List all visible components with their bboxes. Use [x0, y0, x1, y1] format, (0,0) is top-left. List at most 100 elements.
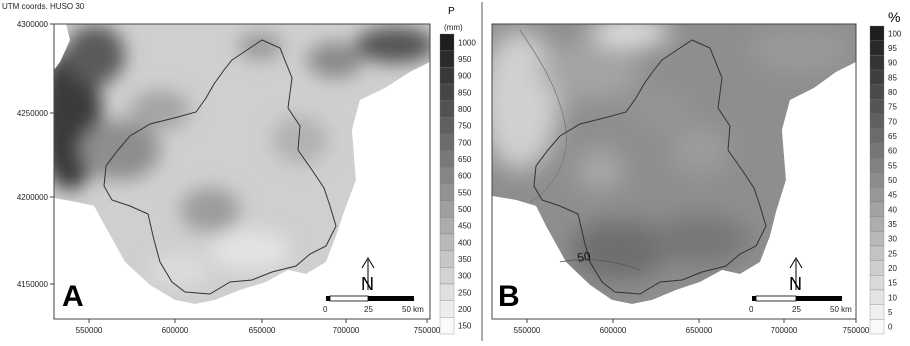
- panel-a: A N 0 25 50 km 550000 600000 650000 700000 7…: [17, 6, 477, 335]
- legend-label: 150: [458, 322, 472, 331]
- coord-note: UTM coords. HUSO 30: [2, 2, 85, 11]
- y-tick-label: 4150000: [17, 280, 49, 289]
- legend-swatch: [869, 260, 885, 276]
- legend-swatch: [439, 233, 455, 251]
- legend-swatch: [869, 201, 885, 217]
- legend-label: 80: [888, 88, 897, 97]
- legend-label: 35: [888, 220, 897, 229]
- legend-label: 50: [888, 176, 897, 185]
- legend-swatch: [439, 100, 455, 118]
- legend-swatch: [869, 289, 885, 305]
- legend-swatch: [869, 275, 885, 291]
- legend-label: 350: [458, 255, 472, 264]
- legend-swatch: [439, 150, 455, 168]
- legend-label: 450: [458, 222, 472, 231]
- legend-label: 10: [888, 293, 897, 302]
- legend-swatch: [869, 25, 885, 41]
- legend-swatch: [439, 250, 455, 268]
- legend-label: 70: [888, 117, 897, 126]
- legend-swatch: [439, 300, 455, 318]
- scale-label-a-25: 25: [364, 305, 373, 314]
- legend-a: P (mm) 1000 950 900 850 800 750 700 650 600 550 50…: [439, 6, 476, 335]
- legend-label: 0: [888, 323, 893, 332]
- x-axis-a: 550000 600000 650000 700000 750000: [76, 319, 441, 335]
- legend-label: 60: [888, 147, 897, 156]
- panel-letter-b: B: [498, 280, 520, 313]
- legend-swatch: [439, 50, 455, 68]
- legend-label: 200: [458, 305, 472, 314]
- legend-label: 700: [458, 138, 472, 147]
- legend-label: 750: [458, 122, 472, 131]
- panel-letter-a: A: [62, 280, 84, 313]
- legend-label: 75: [888, 103, 897, 112]
- y-tick-label: 4300000: [17, 20, 49, 29]
- legend-swatch: [439, 267, 455, 285]
- legend-swatch: [439, 183, 455, 201]
- y-tick-label: 4200000: [17, 193, 49, 202]
- scale-label-b-50: 50 km: [830, 305, 852, 314]
- legend-label: 30: [888, 235, 897, 244]
- legend-label: 650: [458, 155, 472, 164]
- legend-swatch: [869, 84, 885, 100]
- scale-label-b-0: 0: [749, 305, 754, 314]
- legend-label: 500: [458, 205, 472, 214]
- legend-label: 85: [888, 73, 897, 82]
- legend-swatch: [869, 319, 885, 335]
- legend-swatch: [439, 217, 455, 235]
- legend-swatch: [869, 172, 885, 188]
- legend-a-unit-top: P: [448, 6, 455, 17]
- legend-swatch: [869, 216, 885, 232]
- map-frame-a: [53, 23, 431, 320]
- legend-label: 15: [888, 279, 897, 288]
- legend-swatch: [869, 304, 885, 320]
- y-tick-label: 4250000: [17, 109, 49, 118]
- legend-swatch: [869, 143, 885, 159]
- legend-label: 900: [458, 72, 472, 81]
- legend-label: 100: [888, 29, 902, 38]
- scale-label-a-50: 50 km: [402, 305, 424, 314]
- legend-swatch: [439, 167, 455, 185]
- legend-b: % 10095908580757065605550454035302520151…: [869, 9, 902, 335]
- legend-swatch: [439, 200, 455, 218]
- map-frame-b: [491, 23, 857, 320]
- legend-label: 300: [458, 272, 472, 281]
- north-label-b: N: [789, 274, 802, 294]
- x-tick-label: 600000: [600, 326, 627, 335]
- north-arrow-b: N: [789, 257, 803, 294]
- panel-b: 50 B N 0 25 50 km 550000 600000 650000 7000…: [491, 9, 902, 335]
- legend-swatch: [869, 187, 885, 203]
- legend-label: 25: [888, 249, 897, 258]
- legend-label: 5: [888, 308, 893, 317]
- x-tick-label: 600000: [162, 326, 189, 335]
- legend-label: 600: [458, 172, 472, 181]
- scale-label-a-0: 0: [323, 305, 328, 314]
- north-label-a: N: [361, 274, 374, 294]
- legend-swatch: [869, 231, 885, 247]
- legend-label: 90: [888, 59, 897, 68]
- x-tick-label: 550000: [514, 326, 541, 335]
- legend-swatch: [439, 317, 455, 335]
- x-tick-label: 650000: [249, 326, 276, 335]
- map-b-shading: [492, 24, 856, 319]
- x-tick-label: 650000: [686, 326, 713, 335]
- map-a-shading: [54, 24, 430, 319]
- legend-swatch: [869, 157, 885, 173]
- legend-swatch: [869, 55, 885, 71]
- legend-swatch: [869, 128, 885, 144]
- contour-label-50: 50: [576, 249, 592, 265]
- legend-label: 45: [888, 191, 897, 200]
- legend-swatch: [869, 113, 885, 129]
- legend-label: 850: [458, 88, 472, 97]
- scale-bar-b: 0 25 50 km: [749, 295, 852, 314]
- legend-label: 20: [888, 264, 897, 273]
- legend-swatch: [439, 67, 455, 85]
- x-tick-label: 750000: [414, 326, 441, 335]
- legend-swatch: [439, 133, 455, 151]
- legend-label: 800: [458, 105, 472, 114]
- legend-swatch: [439, 83, 455, 101]
- x-tick-label: 700000: [333, 326, 360, 335]
- legend-label: 95: [888, 44, 897, 53]
- x-tick-label: 700000: [771, 326, 798, 335]
- legend-swatch: [439, 283, 455, 301]
